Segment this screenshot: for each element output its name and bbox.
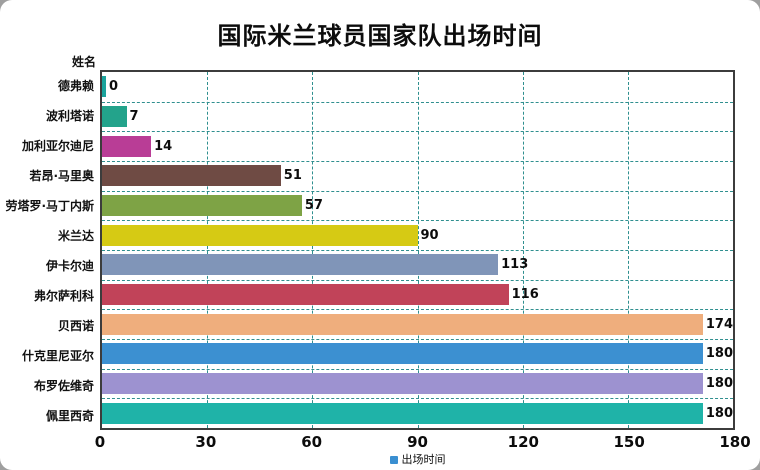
bar-value-label: 116: [511, 287, 539, 303]
category-labels: 德弗赖波利塔诺加利亚尔迪尼若昂·马里奥劳塔罗·马丁内斯米兰达伊卡尔迪弗尔萨利科贝…: [0, 70, 94, 430]
bar-row: 0: [102, 72, 733, 102]
x-tick-label: 90: [407, 433, 428, 451]
x-tick-label: 120: [507, 433, 539, 451]
bar-value-label: 90: [420, 227, 439, 243]
grid-hline: [102, 279, 733, 281]
bar-row: 180: [102, 369, 733, 399]
category-label: 伊卡尔迪: [45, 258, 94, 273]
category-label: 贝西诺: [57, 318, 94, 333]
bar-value-label: 180: [705, 376, 733, 392]
bar[interactable]: [102, 402, 703, 424]
bar-value-label: 7: [129, 109, 139, 124]
bar-value-label: 14: [154, 138, 173, 154]
x-axis-label-row: 出场时间: [100, 451, 735, 467]
grid-hline: [102, 309, 733, 311]
bar-row: 51: [102, 161, 733, 191]
bar-value-label: 0: [109, 79, 119, 95]
x-tick-label: 30: [195, 433, 217, 451]
grid-hline: [102, 339, 733, 340]
grid-hline: [102, 250, 733, 251]
bar-row: 180: [102, 398, 733, 428]
bar[interactable]: [102, 254, 499, 276]
chart-title: 国际米兰球员国家队出场时间: [217, 22, 543, 50]
bar-value-label: 57: [304, 198, 323, 214]
grid-hline: [102, 131, 733, 133]
bar[interactable]: [102, 195, 302, 217]
bar-row: 90: [102, 220, 733, 250]
category-label: 米兰达: [57, 228, 94, 243]
bar-row: 116: [102, 280, 733, 310]
x-tick-label: 150: [613, 433, 645, 451]
bar[interactable]: [102, 224, 418, 246]
y-axis-label: 姓名: [71, 55, 96, 69]
bar[interactable]: [102, 106, 127, 127]
x-tick-label: 180: [719, 433, 751, 451]
x-tick-label: 0: [94, 433, 106, 451]
category-label: 布罗佐维奇: [33, 378, 94, 393]
bar-row: 113: [102, 250, 733, 280]
bar[interactable]: [102, 313, 703, 335]
category-label: 弗尔萨利科: [33, 288, 94, 303]
bar-row: 57: [102, 191, 733, 221]
bar-row: 174: [102, 309, 733, 339]
bar-value-label: 51: [283, 168, 302, 184]
grid-lines: [102, 72, 733, 428]
grid-hline: [102, 161, 733, 162]
bar-row: 7: [102, 102, 733, 132]
category-label: 劳塔罗·马丁内斯: [5, 198, 94, 213]
bar[interactable]: [102, 165, 281, 187]
bar[interactable]: [102, 284, 509, 306]
category-label: 佩里西奇: [45, 408, 94, 423]
category-label: 德弗赖: [57, 78, 94, 93]
x-tick-labels: 0 30 60 90 120 150 180: [95, 433, 751, 451]
plot-area: 0 7 14 51 57 90 113 116 174 180 180 180: [100, 70, 735, 430]
bar-row: 180: [102, 339, 733, 369]
bar-value-label: 174: [705, 316, 733, 332]
category-label: 加利亚尔迪尼: [21, 138, 94, 153]
bar[interactable]: [102, 373, 703, 395]
category-label: 什克里尼亚尔: [21, 348, 94, 363]
category-label: 若昂·马里奥: [29, 168, 94, 183]
grid-hline: [102, 398, 733, 400]
bar-value-label: 113: [501, 257, 529, 273]
grid-hline: [102, 220, 733, 222]
axis-marker-icon: [389, 456, 398, 464]
bar[interactable]: [102, 135, 152, 157]
category-label: 波利塔诺: [45, 108, 94, 123]
grid-hline: [102, 190, 733, 192]
x-axis-label: 出场时间: [401, 453, 446, 466]
grid-hline: [102, 368, 733, 370]
bar[interactable]: [102, 76, 106, 98]
grid-hline: [102, 101, 733, 103]
x-tick-label: 60: [301, 433, 323, 451]
bar-value-label: 180: [705, 346, 733, 362]
bar-row: 14: [102, 131, 733, 161]
bar-value-label: 180: [705, 405, 733, 421]
bar[interactable]: [102, 343, 703, 365]
